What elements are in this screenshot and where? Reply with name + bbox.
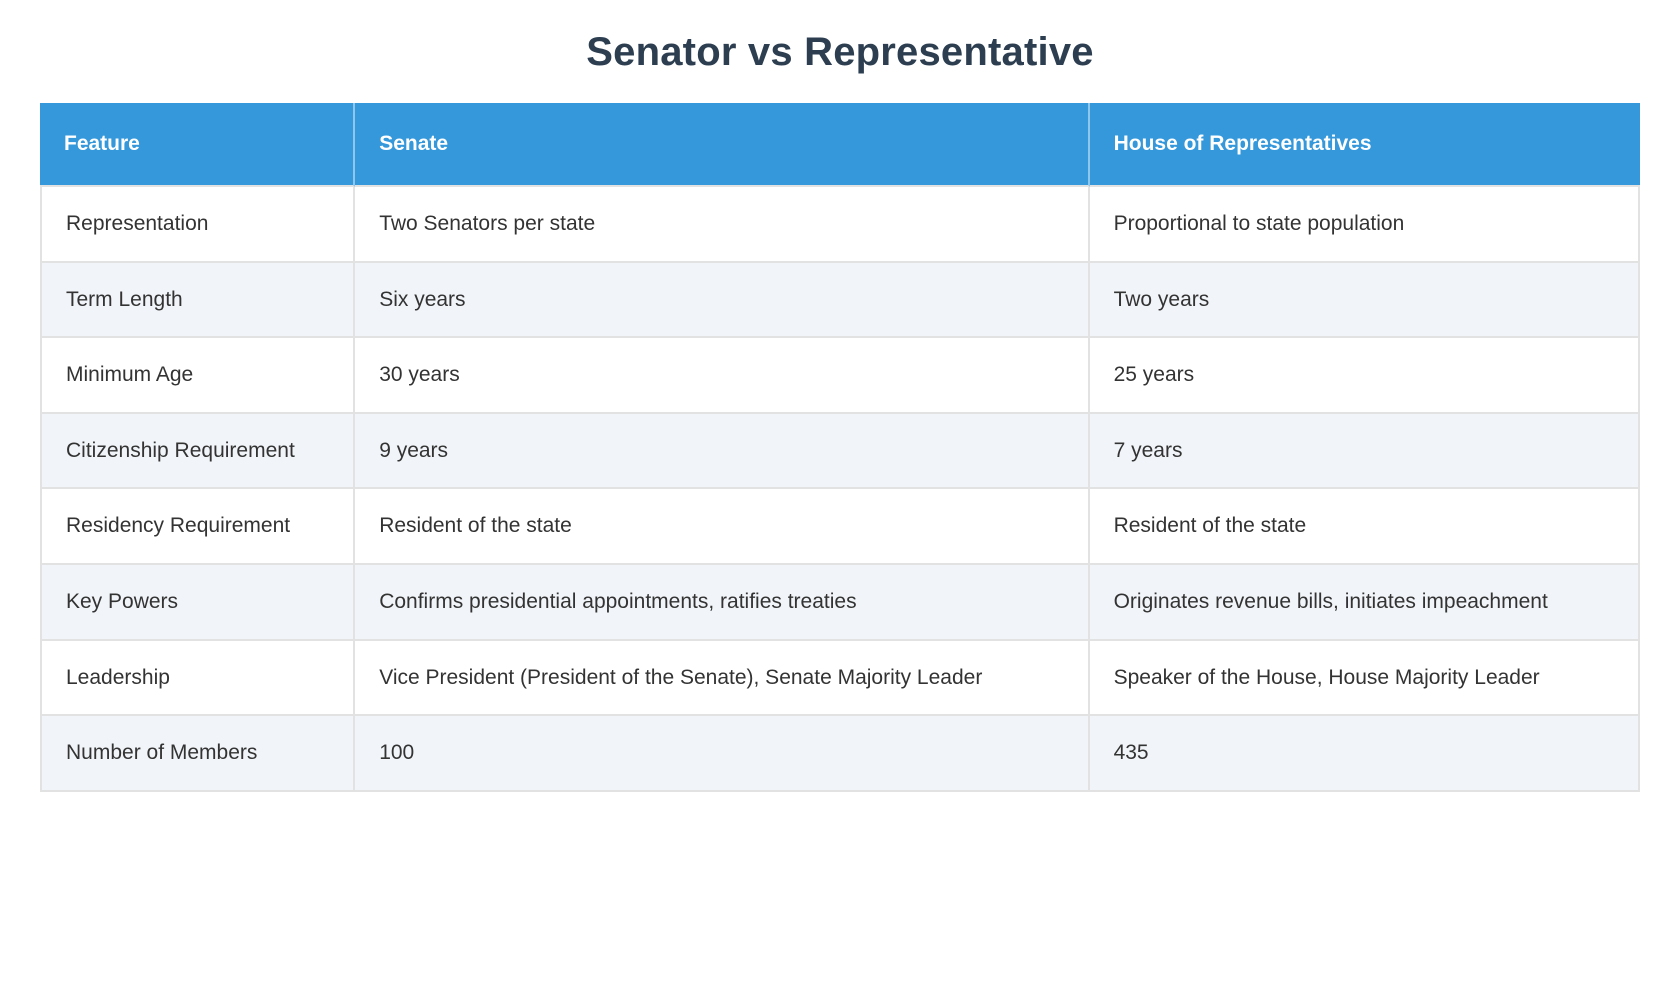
cell-house: Originates revenue bills, initiates impe… xyxy=(1089,564,1640,641)
column-header-senate: Senate xyxy=(355,103,1090,187)
cell-feature: Minimum Age xyxy=(40,338,356,414)
cell-feature: Citizenship Requirement xyxy=(40,413,356,490)
table-row: Residency Requirement Resident of the sta… xyxy=(40,489,1640,565)
table-row: Leadership Vice President (President of t… xyxy=(40,640,1640,717)
cell-senate: Resident of the state xyxy=(355,489,1090,565)
table-row: Key Powers Confirms presidential appointm… xyxy=(40,564,1640,641)
cell-feature: Term Length xyxy=(40,262,356,339)
page: Senator vs Representative Feature Senate… xyxy=(40,30,1640,792)
page-title: Senator vs Representative xyxy=(586,30,1094,74)
table-header-row: Feature Senate House of Representatives xyxy=(40,103,1640,187)
cell-house: 25 years xyxy=(1089,338,1640,414)
table-row: Citizenship Requirement 9 years 7 years xyxy=(40,413,1640,490)
cell-feature: Number of Members xyxy=(40,716,356,792)
cell-senate: Confirms presidential appointments, rati… xyxy=(355,564,1090,641)
table-row: Minimum Age 30 years 25 years xyxy=(40,338,1640,414)
table-row: Term Length Six years Two years xyxy=(40,262,1640,339)
comparison-table: Feature Senate House of Representatives … xyxy=(40,103,1640,792)
cell-house: Speaker of the House, House Majority Lea… xyxy=(1089,640,1640,717)
cell-senate: 9 years xyxy=(355,413,1090,490)
cell-house: Proportional to state population xyxy=(1089,187,1640,263)
cell-senate: Six years xyxy=(355,262,1090,339)
table-body: Representation Two Senators per state Prop… xyxy=(40,187,1640,792)
table-row: Representation Two Senators per state Prop… xyxy=(40,187,1640,263)
column-header-house: House of Representatives xyxy=(1089,103,1640,187)
cell-senate: Vice President (President of the Senate)… xyxy=(355,640,1090,717)
cell-feature: Representation xyxy=(40,187,356,263)
cell-house: Resident of the state xyxy=(1089,489,1640,565)
cell-house: Two years xyxy=(1089,262,1640,339)
column-header-feature: Feature xyxy=(40,103,356,187)
table-header: Feature Senate House of Representatives xyxy=(40,103,1640,187)
cell-feature: Leadership xyxy=(40,640,356,717)
cell-house: 7 years xyxy=(1089,413,1640,490)
table-row: Number of Members 100 435 xyxy=(40,716,1640,792)
cell-feature: Key Powers xyxy=(40,564,356,641)
cell-senate: 30 years xyxy=(355,338,1090,414)
cell-house: 435 xyxy=(1089,716,1640,792)
cell-feature: Residency Requirement xyxy=(40,489,356,565)
cell-senate: Two Senators per state xyxy=(355,187,1090,263)
cell-senate: 100 xyxy=(355,716,1090,792)
